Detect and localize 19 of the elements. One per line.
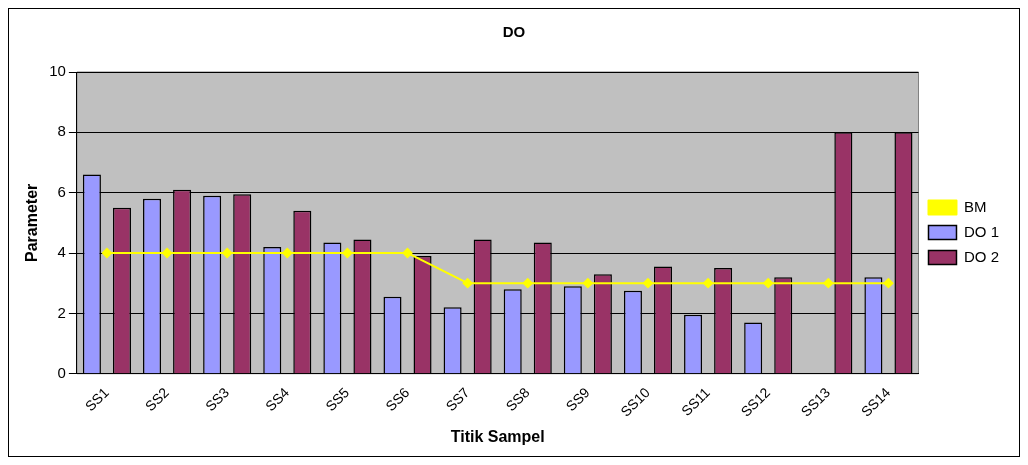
- x-tick-label: SS3: [201, 384, 233, 415]
- x-tick-label: SS1: [81, 384, 112, 415]
- x-axis-title: Titik Sampel: [450, 427, 545, 445]
- legend-label: DO 2: [963, 247, 1000, 265]
- y-tick-label: 6: [57, 182, 66, 200]
- x-tick-label: SS2: [141, 384, 173, 415]
- y-tick-label: 2: [57, 303, 66, 321]
- x-tick-label: SS8: [502, 384, 533, 415]
- legend-label: BM: [963, 197, 987, 215]
- x-tick-label: SS4: [262, 384, 293, 415]
- y-tick-label: 8: [57, 122, 66, 140]
- y-tick-label: 4: [57, 243, 66, 261]
- x-tick-label: SS9: [562, 384, 593, 415]
- y-axis-title: Parameter: [23, 183, 41, 262]
- y-tick-label: 0: [57, 363, 66, 381]
- chart-title: DO: [502, 23, 526, 41]
- legend-label: DO 1: [963, 222, 1000, 240]
- x-tick-label: SS6: [382, 384, 413, 415]
- y-tick-label: 10: [49, 62, 66, 80]
